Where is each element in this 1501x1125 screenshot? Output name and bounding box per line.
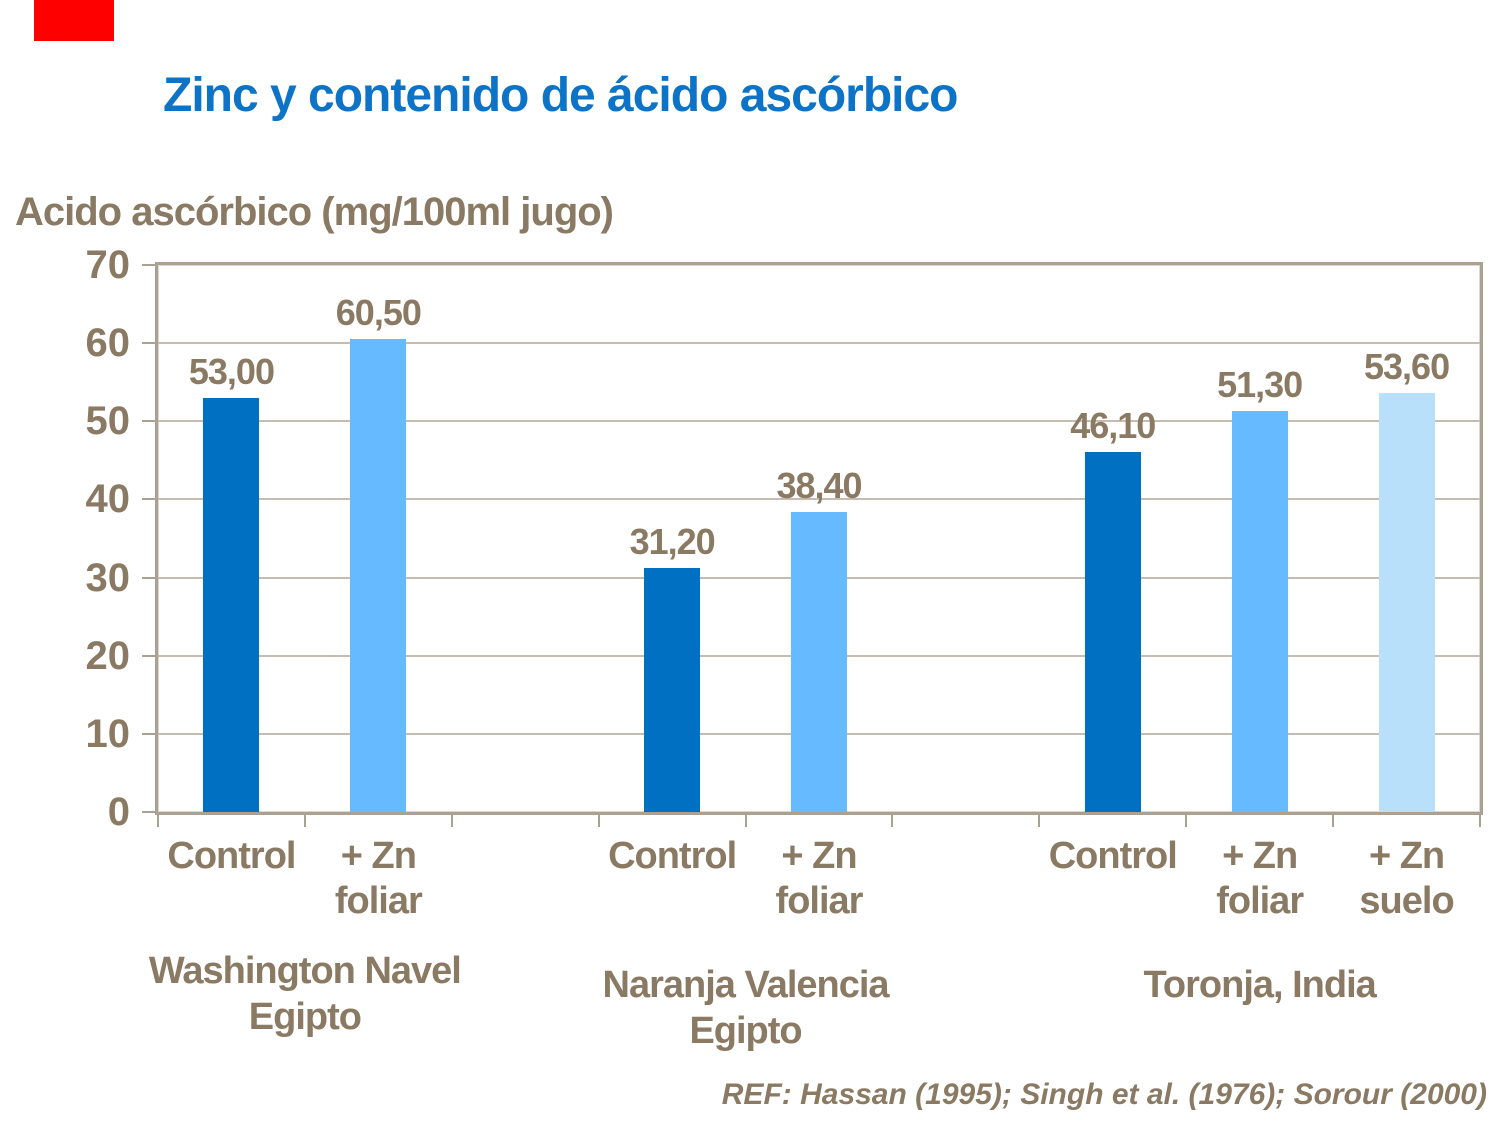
y-axis-tick: [142, 732, 155, 735]
y-axis-tick-label: 20: [85, 633, 131, 678]
y-axis-tick: [142, 498, 155, 501]
bar: [350, 339, 407, 812]
slide-title: Zinc y contenido de ácido ascórbico: [163, 69, 958, 122]
group-label: Naranja Valencia Egipto: [602, 964, 890, 1052]
group-label: Toronja, India: [1143, 964, 1377, 1006]
y-axis-tick-label: 10: [85, 711, 131, 756]
bar: [1084, 451, 1141, 812]
bar: [791, 511, 847, 812]
x-axis-tick: [450, 815, 453, 827]
group-label: Washington Navel Egipto: [148, 950, 462, 1038]
x-axis-tick: [1185, 815, 1188, 827]
bar-value-label: 53,60: [1364, 346, 1450, 388]
y-axis-title: Acido ascórbico (mg/100ml jugo): [15, 190, 614, 234]
y-axis-tick-label: 30: [85, 555, 131, 600]
plot-area: [142, 264, 1481, 827]
y-axis-tick: [142, 420, 155, 423]
x-axis-category-label: + Zn foliar: [334, 835, 423, 922]
y-axis-tick: [142, 811, 155, 813]
bar-value-label: 51,30: [1217, 364, 1303, 406]
gridline: [158, 420, 1480, 423]
x-axis-tick: [744, 815, 747, 827]
bar-value-label: 60,50: [335, 292, 422, 334]
bar: [1378, 393, 1435, 812]
bar-value-label: 53,00: [188, 350, 275, 392]
x-axis-tick: [597, 815, 600, 827]
x-axis-tick: [1479, 815, 1481, 827]
y-axis-tick-label: 70: [85, 243, 131, 287]
x-axis-category-label: + Zn foliar: [775, 835, 864, 922]
gridline: [158, 498, 1480, 501]
x-axis-tick: [1038, 815, 1041, 827]
x-axis-category-label: Control: [608, 835, 737, 877]
y-axis-tick: [142, 264, 155, 266]
x-axis-category-label: + Zn foliar: [1216, 835, 1304, 922]
y-axis-tick: [142, 654, 155, 657]
y-axis-tick: [142, 342, 155, 345]
y-axis-tick-label: 0: [107, 790, 130, 834]
red-corner-marker: [34, 0, 114, 41]
x-axis-tick: [157, 815, 159, 827]
bar: [644, 568, 701, 812]
reference-note: REF: Hassan (1995); Singh et al. (1976);…: [721, 1078, 1487, 1111]
x-axis-tick: [303, 815, 306, 827]
x-axis-category-label: Control: [167, 835, 296, 877]
bar-value-label: 31,20: [629, 521, 716, 563]
y-axis-tick-label: 40: [85, 477, 131, 522]
bar-value-label: 38,40: [776, 464, 862, 506]
x-axis-category-label: Control: [1048, 835, 1178, 877]
x-axis-category-label: + Zn suelo: [1359, 835, 1454, 922]
bar-value-label: 46,10: [1070, 404, 1156, 446]
y-axis-tick: [142, 576, 155, 579]
y-axis-tick-label: 60: [85, 321, 131, 366]
x-axis-tick: [1332, 815, 1335, 827]
gridline: [158, 342, 1480, 345]
y-axis-tick-label: 50: [85, 399, 131, 444]
bar: [1231, 411, 1288, 812]
x-axis-tick: [891, 815, 894, 827]
bar: [203, 397, 260, 812]
